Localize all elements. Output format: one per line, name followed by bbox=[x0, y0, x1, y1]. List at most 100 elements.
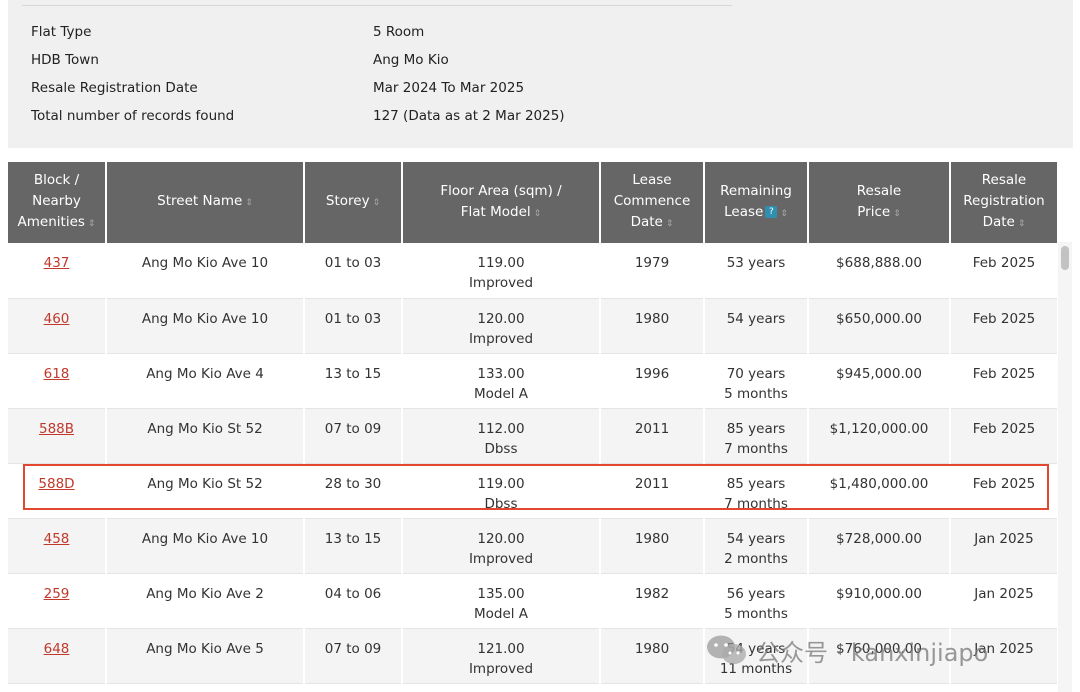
sort-icon[interactable]: ⇕ bbox=[665, 219, 674, 229]
column-header-label: Remaining bbox=[720, 182, 792, 199]
cell-block[interactable]: 648 bbox=[8, 628, 106, 684]
help-icon[interactable]: ? bbox=[765, 205, 778, 218]
cell-storey-text: 07 to 09 bbox=[324, 640, 382, 657]
block-link[interactable]: 588B bbox=[38, 420, 75, 437]
column-header-remaining-lease[interactable]: Remaining Lease? ⇕ bbox=[703, 160, 808, 243]
cell-registration-date-text: Feb 2025 bbox=[972, 255, 1036, 271]
cell-registration-date: Feb 2025 bbox=[949, 353, 1057, 409]
cell-remaining-lease-text: 70 years bbox=[726, 365, 786, 382]
summary-label: Flat Type bbox=[31, 24, 92, 40]
scrollbar-thumb[interactable] bbox=[1061, 246, 1069, 270]
cell-registration-date-text: Jan 2025 bbox=[974, 585, 1034, 602]
block-link[interactable]: 648 bbox=[43, 640, 70, 657]
cell-street-name: Ang Mo Kio Ave 4 bbox=[105, 353, 304, 409]
cell-lease-commence: 1996 bbox=[599, 353, 704, 409]
table-body: 437 Ang Mo Kio Ave 10 01 to 03 119.00 Improv… bbox=[8, 243, 1057, 684]
scrollbar-track[interactable] bbox=[1058, 242, 1072, 692]
block-link[interactable]: 437 bbox=[43, 255, 70, 271]
block-link[interactable]: 458 bbox=[43, 530, 70, 547]
column-header-label: Resale bbox=[981, 172, 1027, 188]
cell-floor-area: 119.00 Improved bbox=[401, 243, 600, 299]
column-header-label: Date bbox=[982, 214, 1015, 230]
column-header-street-name[interactable]: Street Name ⇕ bbox=[105, 160, 304, 243]
cell-floor-area: 119.00 Dbss bbox=[401, 463, 600, 519]
block-link[interactable]: 618 bbox=[43, 365, 70, 382]
cell-floor-area-text: 112.00 bbox=[477, 420, 525, 437]
cell-registration-date: Feb 2025 bbox=[949, 408, 1057, 464]
cell-resale-price: $910,000.00 bbox=[807, 573, 950, 629]
cell-floor-area-text: Improved bbox=[468, 330, 534, 347]
sort-icon[interactable]: ⇕ bbox=[372, 198, 381, 208]
column-header-registration-date[interactable]: Resale Registration Date ⇕ bbox=[949, 160, 1057, 243]
sort-icon[interactable]: ⇕ bbox=[533, 208, 542, 219]
cell-block[interactable]: 588D bbox=[8, 463, 106, 519]
cell-lease-commence-text: 1980 bbox=[634, 530, 670, 547]
sort-icon[interactable]: ⇕ bbox=[780, 208, 788, 219]
column-header-floor-area[interactable]: Floor Area (sqm) / Flat Model ⇕ bbox=[401, 160, 600, 243]
cell-remaining-lease-text: 7 months bbox=[724, 495, 788, 512]
column-header-label: Resale bbox=[856, 182, 902, 199]
table-row: 458 Ang Mo Kio Ave 10 13 to 15 120.00 Improv… bbox=[8, 518, 1057, 574]
cell-floor-area-text: 119.00 bbox=[477, 475, 525, 492]
cell-remaining-lease-text: 56 years bbox=[726, 585, 786, 602]
cell-lease-commence: 1979 bbox=[599, 243, 704, 299]
sort-icon[interactable]: ⇕ bbox=[893, 208, 901, 219]
column-header-label: Nearby bbox=[32, 193, 81, 209]
summary-value: Ang Mo Kio bbox=[373, 52, 449, 68]
column-header-label: Lease bbox=[632, 172, 672, 188]
block-link[interactable]: 460 bbox=[43, 310, 70, 327]
cell-resale-price: $1,120,000.00 bbox=[807, 408, 950, 464]
cell-street-name: Ang Mo Kio Ave 5 bbox=[105, 628, 304, 684]
summary-value: 5 Room bbox=[373, 24, 425, 40]
cell-floor-area: 133.00 Model A bbox=[401, 353, 600, 409]
column-header-storey[interactable]: Storey ⇕ bbox=[303, 160, 402, 243]
cell-storey-text: 28 to 30 bbox=[324, 475, 382, 492]
sort-icon[interactable]: ⇕ bbox=[245, 198, 253, 208]
table-row: 588D Ang Mo Kio St 52 28 to 30 119.00 Dbss 20… bbox=[8, 463, 1057, 519]
cell-street-name: Ang Mo Kio Ave 10 bbox=[105, 243, 304, 299]
column-header-lease-commence[interactable]: Lease Commence Date ⇕ bbox=[599, 160, 704, 243]
cell-resale-price-text: $910,000.00 bbox=[836, 585, 922, 602]
column-header-resale-price[interactable]: Resale Price ⇕ bbox=[807, 160, 950, 243]
resale-results-table-container: Block / Nearby Amenities ⇕ Street Name ⇕ Store… bbox=[8, 160, 1073, 692]
cell-remaining-lease-text: 53 years bbox=[726, 255, 786, 271]
cell-remaining-lease: 56 years 5 months bbox=[703, 573, 808, 629]
cell-resale-price-text: $1,480,000.00 bbox=[829, 475, 929, 492]
cell-remaining-lease-text: 11 months bbox=[719, 660, 793, 677]
sort-icon[interactable]: ⇕ bbox=[87, 219, 96, 229]
column-header-label: Floor Area (sqm) / bbox=[440, 182, 562, 199]
cell-floor-area: 112.00 Dbss bbox=[401, 408, 600, 464]
cell-lease-commence-text: 1979 bbox=[634, 255, 670, 271]
cell-registration-date: Jan 2025 bbox=[949, 628, 1057, 684]
cell-remaining-lease-text: 5 months bbox=[724, 385, 788, 402]
cell-floor-area-text: 133.00 bbox=[477, 365, 525, 382]
cell-block[interactable]: 458 bbox=[8, 518, 106, 574]
block-link[interactable]: 588D bbox=[38, 475, 75, 492]
summary-label: Resale Registration Date bbox=[31, 80, 198, 96]
cell-block[interactable]: 437 bbox=[8, 243, 106, 299]
cell-floor-area-text: Improved bbox=[468, 660, 534, 677]
table-row: 588B Ang Mo Kio St 52 07 to 09 112.00 Dbss 20… bbox=[8, 408, 1057, 464]
cell-storey-text: 01 to 03 bbox=[324, 310, 382, 327]
cell-lease-commence: 1980 bbox=[599, 518, 704, 574]
cell-block[interactable]: 618 bbox=[8, 353, 106, 409]
cell-registration-date: Feb 2025 bbox=[949, 298, 1057, 354]
cell-street-name-text: Ang Mo Kio Ave 5 bbox=[146, 640, 264, 657]
cell-street-name: Ang Mo Kio St 52 bbox=[105, 408, 304, 464]
cell-floor-area-text: Model A bbox=[473, 605, 529, 622]
cell-resale-price: $650,000.00 bbox=[807, 298, 950, 354]
cell-block[interactable]: 259 bbox=[8, 573, 106, 629]
column-header-label: Flat Model bbox=[460, 203, 531, 220]
column-header-block[interactable]: Block / Nearby Amenities ⇕ bbox=[8, 160, 106, 243]
block-link[interactable]: 259 bbox=[43, 585, 70, 602]
sort-icon[interactable]: ⇕ bbox=[1017, 219, 1026, 229]
cell-resale-price: $728,000.00 bbox=[807, 518, 950, 574]
cell-storey: 04 to 06 bbox=[303, 573, 402, 629]
cell-block[interactable]: 588B bbox=[8, 408, 106, 464]
cell-block[interactable]: 460 bbox=[8, 298, 106, 354]
column-header-label: Block / bbox=[33, 172, 80, 188]
column-header-label: Lease bbox=[724, 203, 764, 220]
cell-registration-date-text: Feb 2025 bbox=[972, 420, 1036, 437]
cell-storey: 07 to 09 bbox=[303, 408, 402, 464]
cell-storey: 01 to 03 bbox=[303, 243, 402, 299]
